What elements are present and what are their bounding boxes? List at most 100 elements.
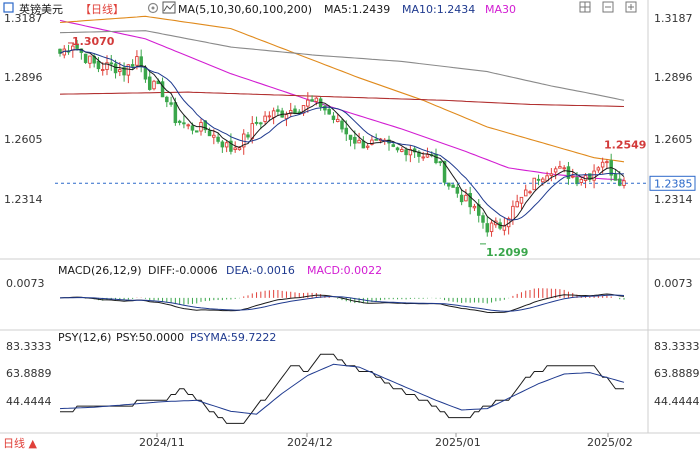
plus-icon[interactable] bbox=[625, 1, 637, 13]
fast-moving-averages bbox=[59, 48, 625, 227]
period-label[interactable]: 【日线】 bbox=[80, 2, 124, 16]
last-price-label: 1.2385 bbox=[654, 177, 693, 190]
macd-tick-right: 0.0073 bbox=[654, 277, 693, 290]
candle bbox=[596, 166, 601, 173]
psy-header: PSY(12,6) PSY:50.0000 PSYMA:59.7222 83.3… bbox=[6, 331, 700, 408]
psy-tick-right: 83.3333 bbox=[654, 340, 700, 353]
price-tick-right: 1.2896 bbox=[654, 71, 693, 84]
candle bbox=[532, 177, 537, 191]
candle bbox=[263, 111, 267, 125]
candle bbox=[96, 57, 101, 73]
candle bbox=[160, 77, 165, 98]
psy-tick-left: 63.8889 bbox=[6, 367, 52, 380]
candle bbox=[224, 140, 229, 153]
candle bbox=[207, 127, 212, 137]
macd-label: MACD(26,12,9) bbox=[58, 264, 142, 277]
candle bbox=[570, 168, 575, 179]
candle bbox=[605, 159, 609, 169]
candle bbox=[442, 160, 447, 186]
candle bbox=[340, 118, 344, 133]
psyma-value: PSYMA:59.7222 bbox=[190, 331, 276, 344]
date-label: 2025/01 bbox=[435, 436, 481, 449]
toggle-icon[interactable] bbox=[3, 2, 14, 13]
price-tick-left: 1.2605 bbox=[4, 133, 43, 146]
date-label: 2024/11 bbox=[139, 436, 185, 449]
ma100-line bbox=[59, 30, 625, 101]
candle bbox=[459, 188, 464, 206]
candle bbox=[395, 146, 400, 153]
candle bbox=[152, 79, 156, 91]
candle bbox=[109, 54, 114, 71]
price-axis: 1.3187 1.3187 1.2896 1.2896 1.2605 1.260… bbox=[4, 12, 693, 206]
candle bbox=[126, 64, 131, 84]
settings-icon[interactable] bbox=[147, 2, 159, 14]
psy-line bbox=[60, 353, 624, 424]
candle bbox=[357, 132, 361, 144]
candle bbox=[194, 130, 199, 133]
candle bbox=[323, 104, 327, 115]
psy-value: PSY:50.0000 bbox=[116, 331, 184, 344]
candle bbox=[566, 161, 571, 185]
indicator-icon[interactable] bbox=[162, 1, 176, 14]
candle bbox=[212, 129, 216, 145]
macd-value: MACD:0.0022 bbox=[307, 264, 382, 277]
chart-header: 英镑美元 【日线】 MA(5,10,30,60,100,200) MA5:1.2… bbox=[3, 1, 637, 16]
period-switch-button[interactable]: 日线 ▲ bbox=[3, 436, 37, 450]
candle bbox=[468, 186, 472, 215]
candle bbox=[523, 184, 528, 197]
candle bbox=[267, 111, 272, 122]
candle bbox=[122, 62, 126, 82]
ma5-line bbox=[59, 48, 625, 227]
annotation-low: 1.2099 bbox=[486, 246, 528, 259]
ma10-line bbox=[59, 49, 625, 221]
macd-diff-line bbox=[59, 293, 625, 314]
candle bbox=[404, 147, 408, 162]
price-tick-right: 1.2605 bbox=[654, 133, 693, 146]
candle bbox=[348, 134, 353, 147]
macd-header: MACD(26,12,9) DIFF:-0.0006 DEA:-0.0016 M… bbox=[6, 264, 693, 290]
psy-tick-left: 44.4444 bbox=[6, 395, 52, 408]
candle bbox=[549, 168, 554, 182]
candle bbox=[472, 203, 477, 211]
candle bbox=[182, 115, 186, 129]
price-tick-right: 1.3187 bbox=[654, 12, 693, 25]
psy-tick-right: 63.8889 bbox=[654, 367, 700, 380]
candle bbox=[216, 132, 220, 144]
candle bbox=[165, 95, 169, 108]
ma10-value: MA10:1.2434 bbox=[402, 3, 475, 16]
minus-icon[interactable] bbox=[602, 1, 614, 13]
candle bbox=[481, 212, 485, 229]
candle bbox=[306, 92, 310, 113]
candle bbox=[75, 39, 79, 51]
candle bbox=[310, 95, 314, 102]
candle bbox=[519, 196, 524, 210]
candle bbox=[553, 166, 558, 180]
candle bbox=[246, 132, 250, 140]
ma200-line bbox=[59, 91, 625, 108]
psy-lines bbox=[59, 353, 625, 424]
candle bbox=[220, 140, 225, 153]
candle bbox=[177, 119, 182, 126]
psy-label: PSY(12,6) bbox=[58, 331, 111, 344]
candle bbox=[58, 48, 62, 57]
symbol-title: 英镑美元 bbox=[19, 2, 63, 16]
candle bbox=[147, 71, 152, 91]
price-tick-left: 1.2314 bbox=[4, 193, 43, 206]
ma-params: MA(5,10,30,60,100,200) bbox=[178, 3, 312, 16]
candle bbox=[515, 194, 519, 208]
candle bbox=[425, 147, 430, 158]
macd-histogram bbox=[59, 288, 625, 314]
grid-view-icon[interactable] bbox=[579, 1, 591, 13]
candle bbox=[276, 105, 280, 116]
psy-tick-right: 44.4444 bbox=[654, 395, 700, 408]
candle bbox=[400, 146, 404, 153]
ma60-line bbox=[59, 15, 625, 163]
candle bbox=[254, 116, 259, 126]
candle bbox=[169, 96, 173, 107]
macd-dea: DEA:-0.0016 bbox=[226, 264, 295, 277]
candle bbox=[365, 143, 370, 150]
candle bbox=[447, 182, 451, 190]
